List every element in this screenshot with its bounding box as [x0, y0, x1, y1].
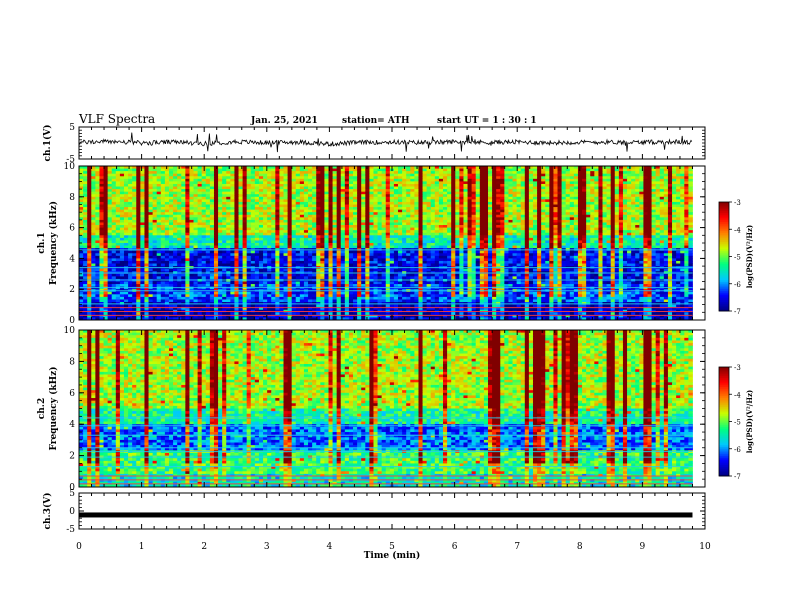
x-tick-label: 6	[452, 542, 458, 552]
y-tick-label: 0	[69, 507, 75, 517]
x-tick-label: 1	[139, 542, 145, 552]
y-axis-label: ch.1	[37, 232, 47, 253]
colorbar-tick-label: -6	[734, 446, 741, 454]
ch3-waveform-line	[79, 512, 693, 518]
y-tick-label: 0	[69, 316, 75, 326]
y-tick-label: -5	[66, 525, 75, 535]
colorbar-tick-label: -3	[734, 364, 741, 372]
y-tick-label: 10	[64, 162, 76, 172]
y-tick-label: 10	[64, 326, 76, 336]
ch1-waveform-panel: 5 -5 ch.1(V)	[42, 123, 706, 165]
ch1-waveform-line	[78, 132, 693, 153]
colorbar-tick-label: -4	[734, 391, 741, 399]
x-tick-label: 0	[76, 542, 82, 552]
y-tick-label: 8	[69, 357, 75, 367]
y-tick-label: 5	[69, 489, 75, 499]
colorbar-tick-label: -4	[734, 226, 741, 234]
colorbar-tick-label: -5	[734, 419, 741, 427]
y-axis-label: ch.3(V)	[42, 493, 53, 530]
y-tick-label: 4	[69, 420, 75, 430]
colorbar-tick-label: -3	[734, 199, 741, 207]
x-tick-label: 9	[640, 542, 646, 552]
y-tick-label: 6	[69, 389, 75, 399]
x-tick-label: 3	[264, 542, 270, 552]
colorbar-tick-label: -7	[734, 473, 741, 481]
ch1-spectrogram-panel: 0 2 4 6 8 10 ch.1 Frequency (kHz)	[37, 162, 706, 326]
station-label: station= ATH	[342, 116, 410, 126]
y-tick-label: 6	[69, 224, 75, 234]
x-tick-label: 7	[514, 542, 520, 552]
y-tick-label: 4	[69, 254, 75, 264]
start-time-label: start UT = 1 : 30 : 1	[437, 116, 537, 126]
x-tick-label: 10	[699, 542, 711, 552]
spectrogram-cells	[79, 166, 693, 321]
colorbar-label: log(PSD)(V²/Hz)	[745, 390, 754, 454]
y-tick-label: 8	[69, 193, 75, 203]
spectrogram-cells	[79, 330, 693, 488]
x-tick-label: 8	[577, 542, 583, 552]
colorbar-ch1: -3 -4 -5 -6 -7 log(PSD)(V²/Hz)	[718, 199, 754, 316]
y-axis-label: Frequency (kHz)	[48, 366, 59, 450]
colorbar-ch2: -3 -4 -5 -6 -7 log(PSD)(V²/Hz)	[718, 364, 754, 481]
date-label: Jan. 25, 2021	[250, 116, 318, 126]
y-axis-label: Frequency (kHz)	[48, 201, 59, 285]
ch3-waveform-frame	[78, 492, 706, 530]
y-tick-label: 2	[69, 285, 75, 295]
y-axis-label: ch.1(V)	[42, 125, 53, 162]
colorbar-tick-label: -5	[734, 254, 741, 262]
colorbar-tick-label: -7	[734, 308, 741, 316]
y-tick-label: 5	[69, 123, 75, 133]
y-tick-label: 0	[69, 483, 75, 493]
x-tick-label: 5	[389, 542, 395, 552]
time-axis: 0 1 2 3 4 5 6 7 8 9 10 Time (min)	[76, 542, 711, 561]
ch3-waveform-panel: 5 0 -5 ch.3(V)	[42, 489, 706, 535]
y-axis-label: ch.2	[37, 398, 47, 419]
x-tick-label: 2	[201, 542, 207, 552]
x-axis-label: Time (min)	[364, 550, 421, 561]
y-tick-label: -5	[66, 155, 75, 165]
colorbar-label: log(PSD)(V²/Hz)	[745, 225, 754, 289]
figure-title: VLF Spectra	[78, 112, 155, 126]
colorbar-tick-label: -6	[734, 281, 741, 289]
ch2-spectrogram-panel: 0 2 4 6 8 10 ch.2 Frequency (kHz)	[37, 326, 706, 493]
x-tick-label: 4	[327, 542, 333, 552]
y-tick-label: 2	[69, 452, 75, 462]
